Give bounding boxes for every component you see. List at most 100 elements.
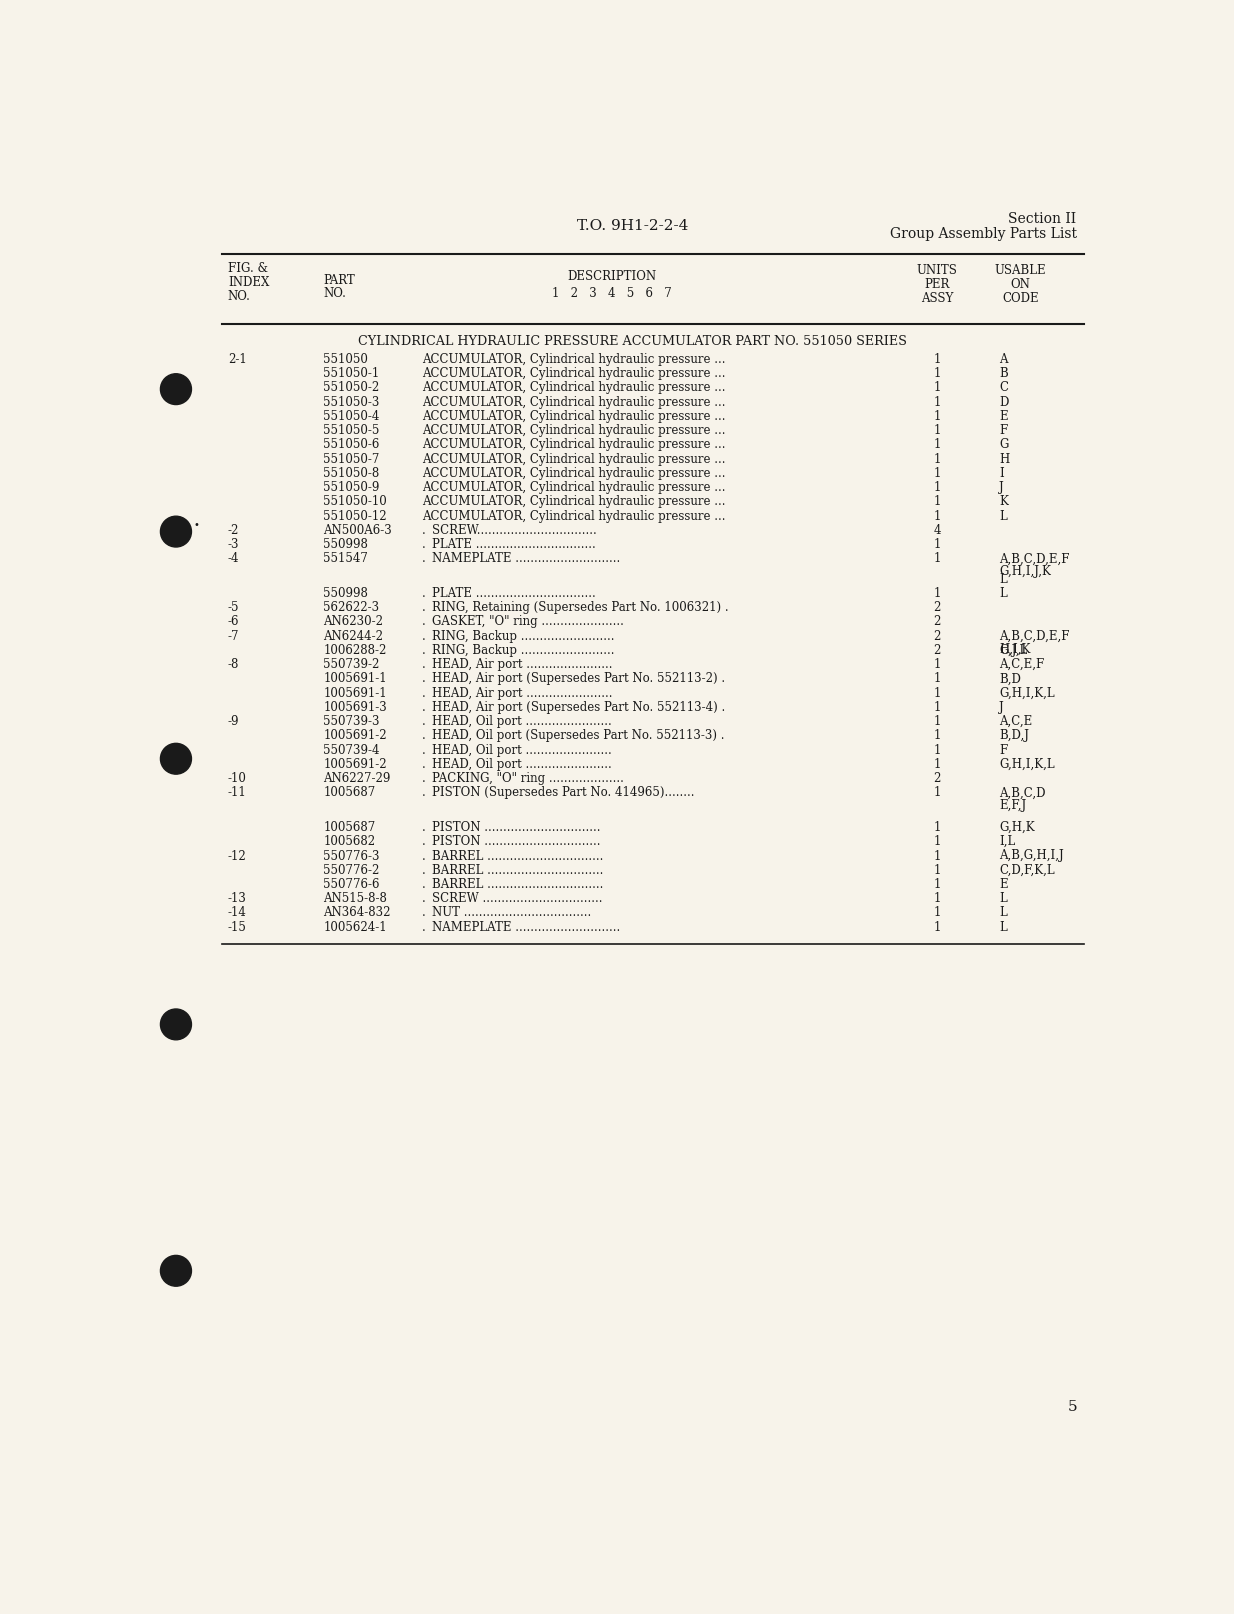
Text: 1005691-3: 1005691-3 [323, 700, 387, 713]
Text: 1: 1 [933, 495, 940, 508]
Text: 1: 1 [933, 834, 940, 847]
Text: 550739-2: 550739-2 [323, 659, 380, 671]
Text: 551050-8: 551050-8 [323, 466, 379, 479]
Text: 550998: 550998 [323, 586, 368, 599]
Text: .: . [422, 715, 426, 728]
Text: CYLINDRICAL HYDRAULIC PRESSURE ACCUMULATOR PART NO. 551050 SERIES: CYLINDRICAL HYDRAULIC PRESSURE ACCUMULAT… [358, 336, 907, 349]
Text: 2: 2 [933, 629, 940, 642]
Text: L: L [1000, 573, 1007, 586]
Text: RING, Retaining (Supersedes Part No. 1006321) .: RING, Retaining (Supersedes Part No. 100… [432, 600, 728, 613]
Text: 1: 1 [933, 537, 940, 550]
Text: G,H,K: G,H,K [1000, 820, 1034, 833]
Text: J: J [1000, 700, 1003, 713]
Text: .: . [422, 742, 426, 755]
Text: 2-1: 2-1 [228, 352, 247, 366]
Text: I,L: I,L [1000, 834, 1016, 847]
Text: 551547: 551547 [323, 552, 368, 565]
Text: 1: 1 [933, 424, 940, 437]
Text: 1: 1 [933, 586, 940, 599]
Circle shape [160, 516, 191, 547]
Text: .: . [422, 629, 426, 642]
Text: 1: 1 [933, 686, 940, 699]
Text: 551050-6: 551050-6 [323, 437, 380, 450]
Text: 1: 1 [933, 410, 940, 423]
Text: ACCUMULATOR, Cylindrical hydraulic pressure ...: ACCUMULATOR, Cylindrical hydraulic press… [422, 510, 726, 523]
Text: 1: 1 [933, 552, 940, 565]
Text: .: . [422, 820, 426, 833]
Text: RING, Backup .........................: RING, Backup ......................... [432, 644, 615, 657]
Text: 1: 1 [933, 920, 940, 933]
Text: .: . [422, 671, 426, 684]
Text: 5: 5 [1067, 1399, 1077, 1412]
Text: •: • [194, 520, 200, 529]
Text: 1: 1 [933, 786, 940, 799]
Text: A,B,C,D,E,F: A,B,C,D,E,F [1000, 629, 1070, 642]
Text: CODE: CODE [1002, 292, 1039, 305]
Text: .: . [422, 537, 426, 550]
Text: AN6244-2: AN6244-2 [323, 629, 384, 642]
Text: .: . [422, 786, 426, 799]
Text: 1: 1 [933, 891, 940, 905]
Text: D: D [1000, 395, 1008, 408]
Text: 550998: 550998 [323, 537, 368, 550]
Text: 1: 1 [933, 395, 940, 408]
Text: 551050-3: 551050-3 [323, 395, 380, 408]
Text: GASKET, "O" ring ......................: GASKET, "O" ring ...................... [432, 615, 623, 628]
Text: HEAD, Air port (Supersedes Part No. 552113-2) .: HEAD, Air port (Supersedes Part No. 5521… [432, 671, 724, 684]
Text: 551050-9: 551050-9 [323, 481, 380, 494]
Circle shape [160, 744, 191, 775]
Text: 2: 2 [933, 600, 940, 613]
Text: H: H [1000, 452, 1009, 465]
Text: .: . [422, 863, 426, 876]
Text: 1005687: 1005687 [323, 820, 375, 833]
Text: HEAD, Air port .......................: HEAD, Air port ....................... [432, 686, 612, 699]
Text: HEAD, Air port (Supersedes Part No. 552113-4) .: HEAD, Air port (Supersedes Part No. 5521… [432, 700, 724, 713]
Circle shape [160, 1009, 191, 1039]
Text: ACCUMULATOR, Cylindrical hydraulic pressure ...: ACCUMULATOR, Cylindrical hydraulic press… [422, 452, 726, 465]
Text: -10: -10 [228, 771, 247, 784]
Text: NO.: NO. [323, 287, 346, 300]
Text: PACKING, "O" ring ....................: PACKING, "O" ring .................... [432, 771, 623, 784]
Text: F: F [1000, 424, 1007, 437]
Text: Group Assembly Parts List: Group Assembly Parts List [890, 226, 1076, 240]
Text: 551050-7: 551050-7 [323, 452, 380, 465]
Text: 1: 1 [933, 437, 940, 450]
Text: AN6230-2: AN6230-2 [323, 615, 384, 628]
Text: NAMEPLATE ............................: NAMEPLATE ............................ [432, 552, 619, 565]
Text: -6: -6 [228, 615, 239, 628]
Text: 2: 2 [933, 615, 940, 628]
Text: FIG. &: FIG. & [228, 261, 268, 274]
Text: L: L [1000, 510, 1007, 523]
Text: 2: 2 [933, 771, 940, 784]
Text: 1005691-1: 1005691-1 [323, 686, 386, 699]
Text: BARREL ...............................: BARREL ............................... [432, 863, 603, 876]
Text: F: F [1000, 742, 1007, 755]
Text: L: L [1000, 891, 1007, 905]
Text: 1: 1 [933, 742, 940, 755]
Text: NUT ..................................: NUT .................................. [432, 905, 591, 918]
Text: AN6227-29: AN6227-29 [323, 771, 391, 784]
Text: PLATE ................................: PLATE ................................ [432, 537, 596, 550]
Text: PISTON ...............................: PISTON ............................... [432, 834, 600, 847]
Text: .: . [422, 834, 426, 847]
Text: 550739-4: 550739-4 [323, 742, 380, 755]
Text: G,J,L: G,J,L [1000, 644, 1027, 657]
Text: 1   2   3   4   5   6   7: 1 2 3 4 5 6 7 [552, 287, 671, 300]
Text: -3: -3 [228, 537, 239, 550]
Text: 1: 1 [933, 466, 940, 479]
Text: ACCUMULATOR, Cylindrical hydraulic pressure ...: ACCUMULATOR, Cylindrical hydraulic press… [422, 352, 726, 366]
Text: SCREW ................................: SCREW ................................ [432, 891, 602, 905]
Text: 1005682: 1005682 [323, 834, 375, 847]
Text: .: . [422, 905, 426, 918]
Text: C,D,F,K,L: C,D,F,K,L [1000, 863, 1055, 876]
Text: -14: -14 [228, 905, 247, 918]
Text: PISTON ...............................: PISTON ............................... [432, 820, 600, 833]
Text: RING, Backup .........................: RING, Backup ......................... [432, 629, 615, 642]
Text: AN364-832: AN364-832 [323, 905, 391, 918]
Text: G,H,I,J,K: G,H,I,J,K [1000, 565, 1051, 578]
Text: .: . [422, 523, 426, 536]
Text: J: J [1000, 481, 1003, 494]
Text: USABLE: USABLE [995, 265, 1046, 278]
Text: 4: 4 [933, 523, 940, 536]
Text: 1: 1 [933, 700, 940, 713]
